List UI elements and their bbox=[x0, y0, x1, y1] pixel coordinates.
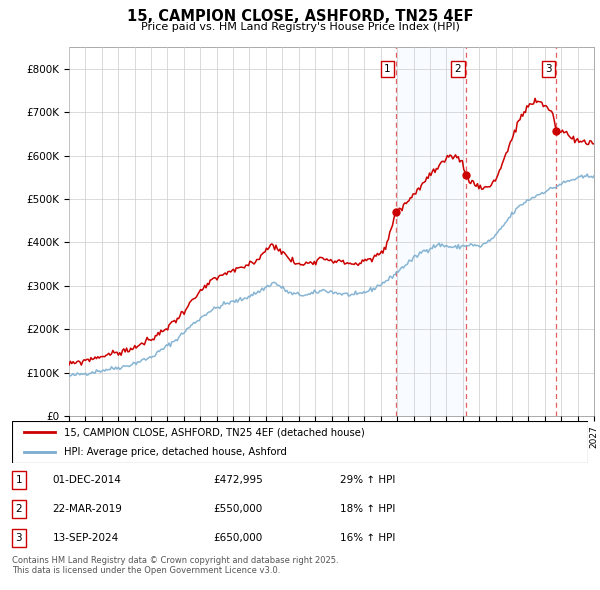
Text: 18% ↑ HPI: 18% ↑ HPI bbox=[340, 504, 395, 514]
Text: 15, CAMPION CLOSE, ASHFORD, TN25 4EF (detached house): 15, CAMPION CLOSE, ASHFORD, TN25 4EF (de… bbox=[64, 427, 365, 437]
Text: Contains HM Land Registry data © Crown copyright and database right 2025.
This d: Contains HM Land Registry data © Crown c… bbox=[12, 556, 338, 575]
Text: 1: 1 bbox=[16, 475, 22, 485]
Text: 2: 2 bbox=[455, 64, 461, 74]
Text: 3: 3 bbox=[545, 64, 551, 74]
Bar bbox=[396, 47, 466, 416]
Text: 2: 2 bbox=[16, 504, 22, 514]
Text: 1: 1 bbox=[384, 64, 391, 74]
Text: HPI: Average price, detached house, Ashford: HPI: Average price, detached house, Ashf… bbox=[64, 447, 287, 457]
Text: 29% ↑ HPI: 29% ↑ HPI bbox=[340, 475, 395, 485]
Text: 22-MAR-2019: 22-MAR-2019 bbox=[52, 504, 122, 514]
Text: £650,000: £650,000 bbox=[214, 533, 263, 543]
Text: 16% ↑ HPI: 16% ↑ HPI bbox=[340, 533, 395, 543]
Text: 01-DEC-2014: 01-DEC-2014 bbox=[52, 475, 121, 485]
Text: 13-SEP-2024: 13-SEP-2024 bbox=[52, 533, 119, 543]
Text: £550,000: £550,000 bbox=[214, 504, 263, 514]
Text: Price paid vs. HM Land Registry's House Price Index (HPI): Price paid vs. HM Land Registry's House … bbox=[140, 22, 460, 32]
Text: 15, CAMPION CLOSE, ASHFORD, TN25 4EF: 15, CAMPION CLOSE, ASHFORD, TN25 4EF bbox=[127, 9, 473, 24]
Text: £472,995: £472,995 bbox=[214, 475, 263, 485]
Text: 3: 3 bbox=[16, 533, 22, 543]
Bar bbox=[556, 47, 594, 416]
